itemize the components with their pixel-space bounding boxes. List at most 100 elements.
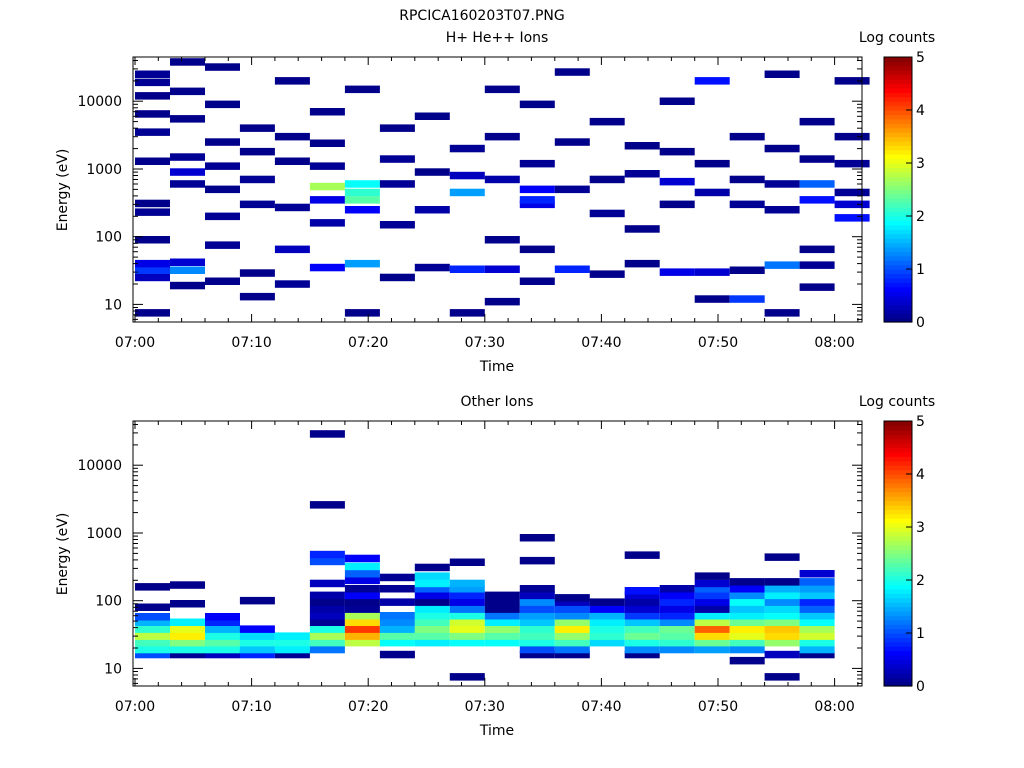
heatmap-cell: [799, 618, 835, 626]
heatmap-cell: [274, 280, 310, 288]
heatmap-cell: [135, 199, 170, 208]
x-tick-label: 07:00: [115, 699, 155, 715]
colorbar-segment: [884, 504, 912, 510]
colorbar-segment: [884, 83, 912, 89]
heatmap-cell: [170, 632, 205, 640]
heatmap-cell: [554, 138, 590, 146]
x-tick-label: 07:00: [115, 335, 155, 351]
heatmap-cell: [344, 598, 380, 606]
heatmap-cell: [205, 625, 240, 633]
heatmap-cell: [519, 245, 555, 254]
heatmap-cell: [344, 618, 380, 626]
heatmap-cell: [344, 562, 380, 571]
heatmap-cell: [274, 132, 310, 141]
heatmap-cell: [589, 598, 625, 606]
colorbar-segment: [884, 434, 912, 440]
colorbar-segment: [884, 79, 912, 85]
x-tick-label: 07:40: [581, 699, 621, 715]
heatmap-cell: [379, 155, 415, 163]
colorbar-segment: [884, 429, 912, 435]
heatmap-cell: [764, 650, 800, 659]
heatmap-cell: [449, 265, 485, 273]
heatmap-cell: [764, 612, 800, 620]
heatmap-cell: [519, 612, 555, 620]
heatmap-cell: [729, 266, 765, 274]
plot-frame-h-he: [132, 56, 863, 323]
colorbar-segment: [884, 597, 912, 603]
heatmap-cell: [659, 645, 695, 654]
heatmap-cell: [799, 155, 835, 163]
heatmap-cell: [449, 579, 485, 588]
heatmap-cell: [694, 591, 730, 600]
heatmap-cell: [449, 612, 485, 620]
heatmap-cell: [554, 625, 590, 633]
heatmap-cell: [205, 138, 240, 146]
colorbar-segment: [884, 264, 912, 270]
heatmap-cell: [309, 557, 345, 566]
colorbar-segment: [884, 127, 912, 133]
heatmap-cell: [205, 162, 240, 170]
heatmap-cell: [205, 63, 240, 71]
heatmap-cell: [659, 591, 695, 600]
x-tick-label: 07:40: [581, 335, 621, 351]
heatmap-cell: [799, 625, 835, 633]
colorbar-segment: [884, 425, 912, 431]
heatmap-cell: [624, 605, 660, 613]
heatmap-cell: [205, 650, 240, 659]
colorbar-segment: [884, 650, 912, 656]
x-tick-label: 07:50: [698, 699, 738, 715]
heatmap-cell: [309, 108, 345, 116]
heatmap-cell: [449, 605, 485, 613]
heatmap-cell: [414, 206, 450, 214]
heatmap-cell: [379, 618, 415, 626]
heatmap-cell: [624, 598, 660, 606]
panel-title-h-he: H+ He++ Ions: [446, 30, 549, 46]
colorbar-segment: [884, 291, 912, 297]
heatmap-cell: [379, 632, 415, 640]
colorbar-segment: [884, 114, 912, 120]
heatmap-cell: [484, 175, 520, 184]
heatmap-cell: [274, 632, 310, 640]
heatmap-cell: [624, 170, 660, 178]
heatmap-cell: [659, 612, 695, 620]
heatmap-cell: [834, 132, 870, 141]
colorbar-tick-label: 5: [916, 50, 925, 66]
heatmap-cell: [589, 270, 625, 278]
heatmap-cell: [309, 579, 345, 588]
heatmap-cell: [309, 618, 345, 626]
heatmap-cell: [414, 263, 450, 272]
heatmap-cell: [694, 585, 730, 593]
heatmap-cell: [554, 605, 590, 613]
heatmap-cell: [519, 100, 555, 109]
y-tick-label: 1000: [86, 162, 122, 178]
heatmap-cell: [799, 117, 835, 126]
colorbar-segment: [884, 659, 912, 665]
heatmap-cell: [135, 208, 170, 216]
heatmap-cell: [624, 587, 660, 595]
heatmap-cell: [170, 258, 205, 266]
heatmap-cell: [764, 605, 800, 613]
heatmap-cell: [274, 650, 310, 659]
colorbar-segment: [884, 522, 912, 528]
colorbar-segment: [884, 61, 912, 67]
heatmap-cell: [309, 612, 345, 620]
colorbar-segment: [884, 474, 912, 480]
heatmap-cell: [624, 612, 660, 620]
heatmap-cell: [449, 673, 485, 681]
heatmap-cell: [729, 605, 765, 613]
heatmap-cell: [414, 618, 450, 626]
heatmap-cell: [659, 625, 695, 633]
heatmap-cell: [239, 292, 275, 301]
colorbar-segment: [884, 451, 912, 457]
heatmap-cell: [379, 221, 415, 229]
heatmap-cell: [554, 265, 590, 273]
heatmap-cell: [135, 645, 170, 654]
heatmap-cell: [170, 87, 205, 96]
heatmap-cell: [729, 132, 765, 141]
heatmap-cell: [344, 638, 380, 647]
y-tick-label: 10000: [77, 94, 122, 110]
colorbar-segment: [884, 540, 912, 546]
colorbar-tick-label: 0: [916, 679, 925, 695]
heatmap-cell: [414, 605, 450, 613]
heatmap-cell: [414, 168, 450, 176]
